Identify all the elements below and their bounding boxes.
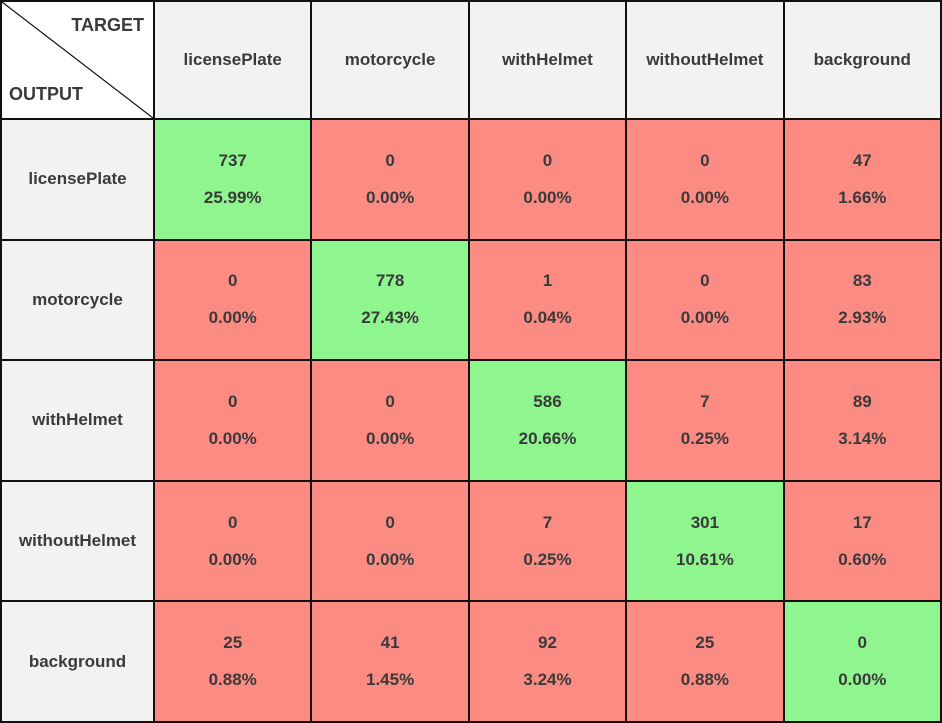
row-header-licensePlate: licensePlate xyxy=(2,120,153,239)
cell-count: 586 xyxy=(533,391,562,411)
cell-percent: 0.25% xyxy=(523,549,572,569)
cell-percent: 25.99% xyxy=(203,187,262,207)
matrix-cell: 0 0.00% xyxy=(155,240,311,360)
cell-percent: 3.14% xyxy=(838,428,887,448)
column-header-withoutHelmet: withoutHelmet xyxy=(627,2,783,118)
matrix-cell: 778 27.43% xyxy=(312,240,468,360)
cell-count: 83 xyxy=(852,271,872,291)
cell-count: 0 xyxy=(227,391,238,411)
cell-percent: 0.04% xyxy=(523,308,572,328)
cell-count: 737 xyxy=(218,150,247,170)
matrix-cell: 0 0.00% xyxy=(627,120,783,239)
cell-percent: 0.00% xyxy=(365,549,415,569)
cell-percent: 3.24% xyxy=(523,670,572,690)
cell-count: 0 xyxy=(227,271,238,291)
matrix-cell: 737 25.99% xyxy=(155,120,311,239)
cell-percent: 0.60% xyxy=(838,549,887,569)
cell-count: 0 xyxy=(857,633,868,653)
cell-count: 17 xyxy=(852,512,872,532)
cell-count: 7 xyxy=(700,391,710,411)
cell-count: 0 xyxy=(700,150,710,170)
matrix-cell: 92 3.24% xyxy=(469,602,626,721)
cell-percent: 0.00% xyxy=(680,187,729,207)
cell-percent: 0.25% xyxy=(680,428,729,448)
matrix-cell: 1 0.04% xyxy=(469,240,626,360)
matrix-cell: 301 10.61% xyxy=(627,481,783,601)
cell-count: 0 xyxy=(385,150,395,170)
cell-count: 89 xyxy=(852,391,872,411)
matrix-cell: 0 0.00% xyxy=(155,481,311,601)
cell-count: 0 xyxy=(700,271,710,291)
cell-percent: 0.00% xyxy=(208,549,257,569)
cell-percent: 0.88% xyxy=(208,670,257,690)
matrix-cell: 0 0.00% xyxy=(312,481,468,601)
cell-count: 0 xyxy=(385,512,395,532)
cell-percent: 27.43% xyxy=(361,308,419,328)
cell-percent: 0.00% xyxy=(523,187,572,207)
matrix-cell: 25 0.88% xyxy=(155,602,311,721)
matrix-cell: 7 0.25% xyxy=(627,361,783,480)
row-header-motorcycle: motorcycle xyxy=(2,240,153,360)
output-axis-label: OUTPUT xyxy=(9,84,83,104)
matrix-cell: 89 3.14% xyxy=(784,361,940,480)
matrix-cell: 0 0.00% xyxy=(155,361,311,480)
matrix-cell: 0 0.00% xyxy=(312,361,468,480)
corner-cell: TARGET OUTPUT xyxy=(2,2,153,118)
cell-count: 47 xyxy=(852,150,872,170)
cell-percent: 1.66% xyxy=(838,187,887,207)
target-axis-label: TARGET xyxy=(71,15,144,35)
cell-count: 41 xyxy=(380,633,400,653)
cell-count: 0 xyxy=(227,512,238,532)
cell-count: 7 xyxy=(542,512,553,532)
column-header-motorcycle: motorcycle xyxy=(312,2,468,118)
cell-percent: 2.93% xyxy=(838,308,887,328)
cell-percent: 0.00% xyxy=(838,670,887,690)
cell-percent: 0.00% xyxy=(208,308,257,328)
column-header-withHelmet: withHelmet xyxy=(469,2,626,118)
matrix-cell: 586 20.66% xyxy=(469,361,626,480)
matrix-cell: 0 0.00% xyxy=(312,120,468,239)
cell-percent: 1.45% xyxy=(365,670,415,690)
cell-count: 0 xyxy=(542,150,553,170)
matrix-cell: 17 0.60% xyxy=(784,481,940,601)
matrix-cell: 41 1.45% xyxy=(312,602,468,721)
matrix-cell: 47 1.66% xyxy=(784,120,940,239)
matrix-cell: 0 0.00% xyxy=(784,602,940,721)
matrix-cell: 0 0.00% xyxy=(469,120,626,239)
cell-count: 0 xyxy=(385,391,395,411)
diagonal-divider-line xyxy=(2,2,153,118)
cell-percent: 0.00% xyxy=(680,308,729,328)
column-header-background: background xyxy=(784,2,940,118)
row-header-background: background xyxy=(2,602,153,721)
cell-percent: 0.88% xyxy=(680,670,729,690)
cell-count: 25 xyxy=(695,633,715,653)
cell-percent: 0.00% xyxy=(208,428,257,448)
matrix-cell: 0 0.00% xyxy=(627,240,783,360)
cell-percent: 10.61% xyxy=(676,549,734,569)
matrix-cell: 83 2.93% xyxy=(784,240,940,360)
cell-percent: 0.00% xyxy=(365,187,415,207)
matrix-cell: 25 0.88% xyxy=(627,602,783,721)
column-header-licensePlate: licensePlate xyxy=(155,2,311,118)
cell-count: 92 xyxy=(538,633,557,653)
cell-percent: 0.00% xyxy=(365,428,415,448)
cell-count: 1 xyxy=(542,271,553,291)
cell-percent: 20.66% xyxy=(518,428,577,448)
cell-count: 25 xyxy=(223,633,243,653)
matrix-cell: 7 0.25% xyxy=(469,481,626,601)
cell-count: 778 xyxy=(375,271,405,291)
cell-count: 301 xyxy=(690,512,720,532)
row-header-withHelmet: withHelmet xyxy=(2,361,153,480)
row-header-withoutHelmet: withoutHelmet xyxy=(2,481,153,601)
